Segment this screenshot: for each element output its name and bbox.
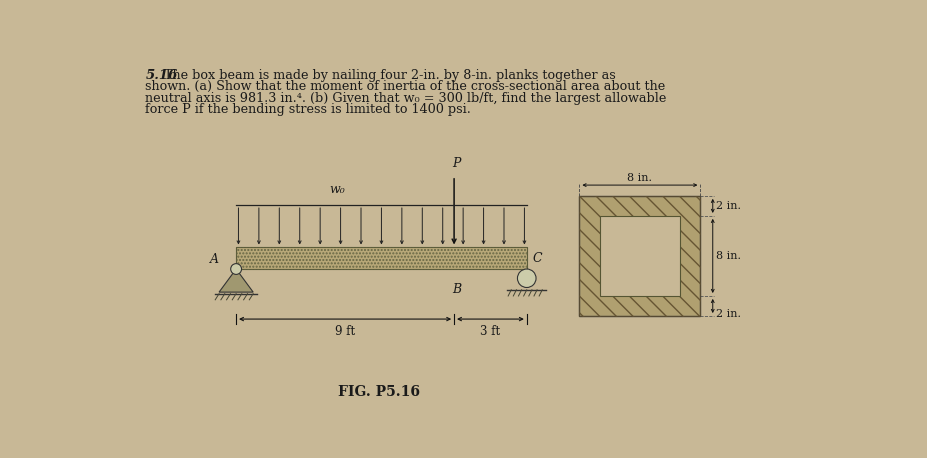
Text: w₀: w₀ — [329, 183, 345, 196]
Text: 3 ft: 3 ft — [480, 325, 500, 338]
Text: C: C — [532, 252, 542, 265]
Text: A: A — [210, 253, 219, 266]
Bar — [235, 247, 527, 269]
Text: The box beam is made by nailing four 2-in. by 8-in. planks together as: The box beam is made by nailing four 2-i… — [164, 69, 616, 82]
Text: B: B — [451, 283, 461, 296]
Circle shape — [517, 269, 536, 288]
Bar — [578, 196, 700, 316]
Text: force P if the bending stress is limited to 1400 psi.: force P if the bending stress is limited… — [146, 104, 471, 116]
Polygon shape — [219, 269, 253, 292]
Bar — [599, 216, 679, 296]
Text: FIG. P5.16: FIG. P5.16 — [338, 385, 420, 398]
Text: P: P — [451, 157, 460, 170]
Text: shown. (a) Show that the moment of inertia of the cross-sectional area about the: shown. (a) Show that the moment of inert… — [146, 80, 665, 93]
Circle shape — [231, 264, 241, 274]
Text: 2 in.: 2 in. — [715, 309, 740, 319]
Bar — [578, 196, 700, 316]
Text: 8 in.: 8 in. — [715, 251, 740, 261]
Text: 2 in.: 2 in. — [715, 201, 740, 211]
Bar — [235, 247, 527, 269]
Text: 5.16: 5.16 — [146, 69, 178, 82]
Text: 8 in.: 8 in. — [627, 173, 652, 183]
Text: 9 ft: 9 ft — [335, 325, 355, 338]
Text: neutral axis is 981.3 in.⁴. (b) Given that w₀ = 300 lb/ft, find the largest allo: neutral axis is 981.3 in.⁴. (b) Given th… — [146, 92, 667, 105]
